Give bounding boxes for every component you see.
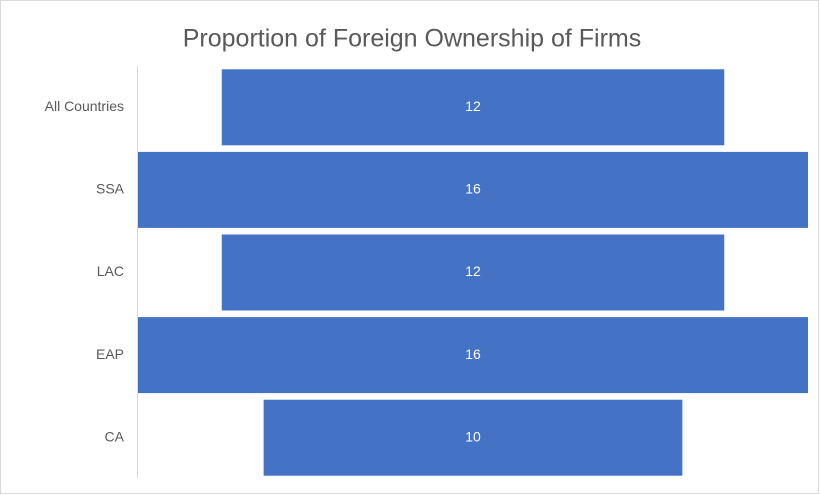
bar [138,317,808,394]
data-label: 16 [465,346,481,362]
bar [221,69,725,146]
data-label: 16 [465,181,481,197]
bar [138,151,808,228]
y-tick-label: All Countries [45,98,124,114]
bar [221,234,725,311]
y-tick-label: EAP [96,346,124,362]
data-label: 12 [465,98,481,114]
bar [263,399,683,476]
y-tick-label: CA [105,428,125,444]
chart-title: Proportion of Foreign Ownership of Firms [183,25,642,53]
y-tick-label: LAC [97,263,124,279]
data-label: 10 [465,428,481,444]
data-label: 12 [465,263,481,279]
y-tick-label: SSA [96,181,125,197]
